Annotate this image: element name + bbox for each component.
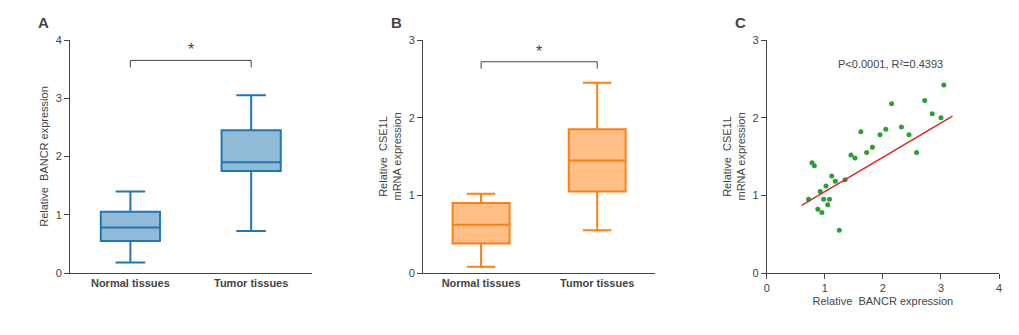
svg-text:3: 3 xyxy=(938,282,944,294)
svg-text:*: * xyxy=(188,41,194,58)
svg-text:Tumor tissues: Tumor tissues xyxy=(560,277,634,289)
svg-text:Relative BANCR expression: Relative BANCR expression xyxy=(813,295,954,307)
svg-text:0: 0 xyxy=(409,267,415,279)
svg-text:Relative CSE1LmRNA expression: Relative CSE1LmRNA expression xyxy=(721,112,747,200)
svg-text:C: C xyxy=(735,14,746,31)
svg-text:Relative BANCR expression: Relative BANCR expression xyxy=(38,86,50,227)
svg-text:2: 2 xyxy=(409,112,415,124)
svg-text:1: 1 xyxy=(752,189,758,201)
svg-text:4: 4 xyxy=(56,34,62,46)
svg-text:*: * xyxy=(536,43,542,60)
svg-text:3: 3 xyxy=(56,92,62,104)
svg-text:A: A xyxy=(38,14,49,31)
svg-text:1: 1 xyxy=(822,282,828,294)
svg-text:Relative CSE1LmRNA expression: Relative CSE1LmRNA expression xyxy=(377,112,403,200)
svg-text:P<0.0001, R²=0.4393: P<0.0001, R²=0.4393 xyxy=(838,58,943,70)
svg-text:3: 3 xyxy=(409,34,415,46)
svg-text:2: 2 xyxy=(56,150,62,162)
svg-text:4: 4 xyxy=(996,282,1002,294)
svg-text:2: 2 xyxy=(752,112,758,124)
svg-text:0: 0 xyxy=(56,267,62,279)
svg-text:Normal tissues: Normal tissues xyxy=(91,277,170,289)
svg-text:Tumor tissues: Tumor tissues xyxy=(214,277,288,289)
svg-text:3: 3 xyxy=(752,34,758,46)
svg-text:Normal tissues: Normal tissues xyxy=(442,277,521,289)
svg-text:1: 1 xyxy=(56,209,62,221)
svg-text:0: 0 xyxy=(764,282,770,294)
svg-text:1: 1 xyxy=(409,189,415,201)
svg-text:0: 0 xyxy=(752,267,758,279)
svg-text:B: B xyxy=(391,14,402,31)
svg-text:2: 2 xyxy=(880,282,886,294)
